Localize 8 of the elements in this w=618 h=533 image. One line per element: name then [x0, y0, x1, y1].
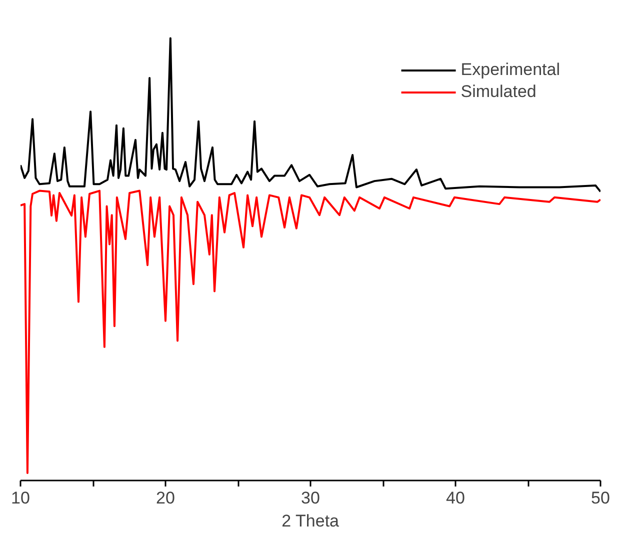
x-tick-label: 40	[446, 488, 465, 508]
legend-label: Simulated	[460, 82, 536, 102]
x-tick-label: 10	[11, 488, 30, 508]
legend-label: Experimental	[460, 60, 560, 80]
x-tick-label: 20	[156, 488, 175, 508]
x-tick-label: 50	[591, 488, 610, 508]
x-tick-label: 30	[301, 488, 320, 508]
x-axis-title: 2 Theta	[282, 512, 340, 530]
